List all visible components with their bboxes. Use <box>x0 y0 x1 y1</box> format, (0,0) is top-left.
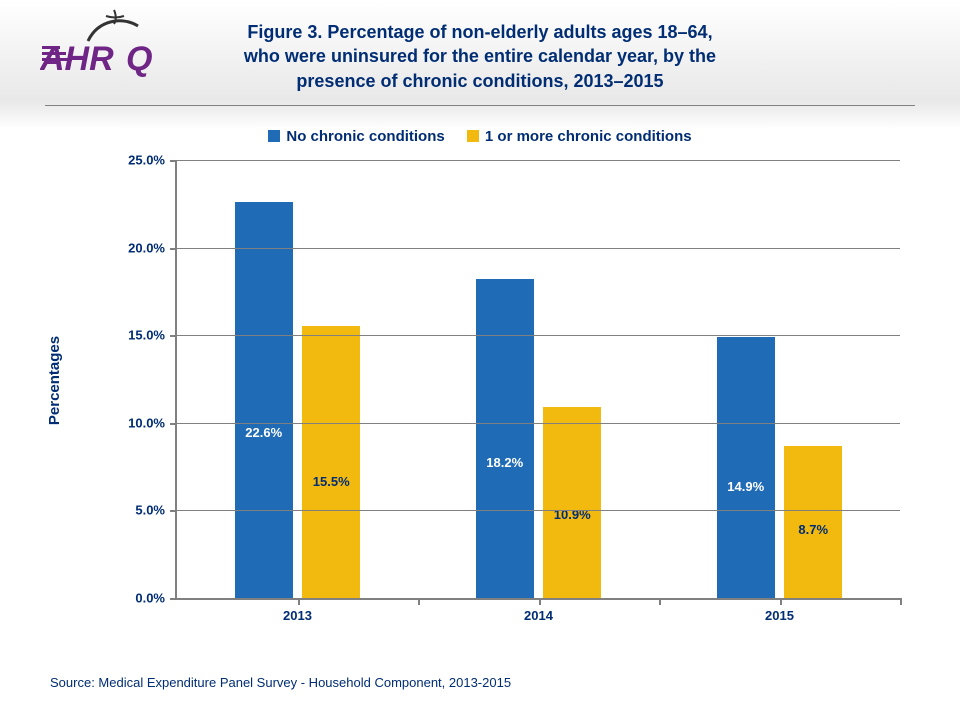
x-tick-label: 2014 <box>524 598 553 623</box>
x-boundary-tick <box>418 598 420 605</box>
bar: 22.6% <box>235 202 293 598</box>
y-tick-label: 25.0% <box>128 153 177 168</box>
bar: 14.9% <box>717 337 775 598</box>
bar-value-label: 22.6% <box>235 425 293 440</box>
gridline <box>177 160 900 161</box>
gridline <box>177 248 900 249</box>
y-tick-label: 10.0% <box>128 415 177 430</box>
y-tick-label: 0.0% <box>135 591 177 606</box>
legend-swatch-0 <box>268 130 280 142</box>
y-tick-label: 15.0% <box>128 328 177 343</box>
bar-value-label: 14.9% <box>717 479 775 494</box>
bars-layer: 22.6% 15.5% 18.2% 10.9% 14.9% 8.7% <box>177 160 900 598</box>
y-tick-label: 20.0% <box>128 240 177 255</box>
plot-area: 22.6%15.5%18.2%10.9%14.9%8.7% 0.0%5.0%10… <box>175 160 900 600</box>
y-axis-title: Percentages <box>45 160 65 600</box>
bar-value-label: 10.9% <box>543 507 601 522</box>
x-tick-label: 2013 <box>283 598 312 623</box>
bar-group: 22.6% 15.5% <box>177 160 418 598</box>
chart-legend: No chronic conditions 1 or more chronic … <box>0 128 960 145</box>
source-citation: Source: Medical Expenditure Panel Survey… <box>50 675 511 690</box>
bar-value-label: 15.5% <box>302 474 360 489</box>
x-boundary-tick <box>900 598 902 605</box>
y-tick-label: 5.0% <box>135 503 177 518</box>
horizontal-rule <box>45 105 915 106</box>
bar: 10.9% <box>543 407 601 598</box>
legend-label-0: No chronic conditions <box>286 128 444 145</box>
bar-value-label: 18.2% <box>476 455 534 470</box>
figure-title: Figure 3. Percentage of non-elderly adul… <box>0 20 960 93</box>
title-line-3: presence of chronic conditions, 2013–201… <box>0 69 960 93</box>
bar-group: 18.2% 10.9% <box>418 160 659 598</box>
bar: 15.5% <box>302 326 360 598</box>
chart-area: Percentages 22.6%15.5%18.2%10.9%14.9%8.7… <box>80 160 900 640</box>
x-boundary-tick <box>659 598 661 605</box>
title-line-1: Figure 3. Percentage of non-elderly adul… <box>0 20 960 44</box>
gridline <box>177 423 900 424</box>
bar: 18.2% <box>476 279 534 598</box>
bar-group: 14.9% 8.7% <box>659 160 900 598</box>
gridline <box>177 335 900 336</box>
legend-label-1: 1 or more chronic conditions <box>485 128 692 145</box>
bar-value-label: 8.7% <box>784 522 842 537</box>
gridline <box>177 510 900 511</box>
title-line-2: who were uninsured for the entire calend… <box>0 44 960 68</box>
bar: 8.7% <box>784 446 842 598</box>
x-tick-label: 2015 <box>765 598 794 623</box>
legend-swatch-1 <box>467 130 479 142</box>
